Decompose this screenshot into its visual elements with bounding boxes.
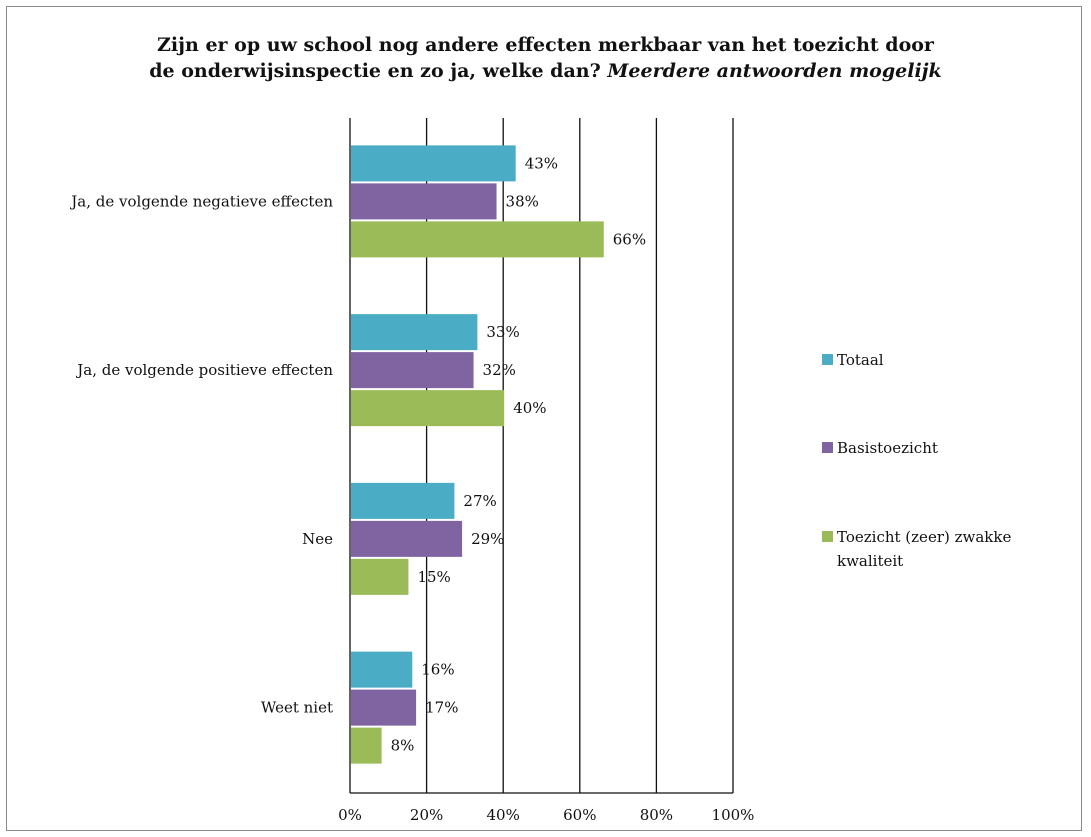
bar-1-1 (351, 352, 474, 389)
legend-label-1: Basistoezicht (837, 439, 938, 457)
bar-0-2 (351, 221, 604, 258)
data-label-1-0: 33% (486, 323, 519, 341)
chart-title-line-1: Zijn er op uw school nog andere effecten… (157, 34, 934, 56)
chart-title-line-2-main: de onderwijsinspectie en zo ja, welke da… (149, 60, 601, 82)
x-tick-label-1: 20% (410, 806, 443, 824)
chart-title-subtitle: Meerdere antwoorden mogelijk (607, 60, 942, 82)
x-tick-label-3: 60% (563, 806, 596, 824)
data-label-0-1: 38% (506, 192, 539, 210)
category-label-2: Nee (302, 530, 333, 548)
data-label-2-1: 29% (471, 530, 504, 548)
category-label-1: Ja, de volgende positieve effecten (75, 361, 333, 379)
data-label-2-0: 27% (463, 492, 496, 510)
data-label-2-2: 15% (417, 568, 450, 586)
chart-title-line-2: de onderwijsinspectie en zo ja, welke da… (0, 58, 1091, 84)
bar-2-2 (351, 558, 409, 595)
bar-0-0 (351, 145, 516, 182)
bar-0-1 (351, 183, 497, 220)
chart-frame (6, 6, 1082, 831)
data-label-3-0: 16% (421, 661, 454, 679)
bar-3-1 (351, 689, 417, 726)
x-tick-label-0: 0% (338, 806, 362, 824)
category-label-0: Ja, de volgende negatieve effecten (69, 192, 333, 210)
legend-label-0: Totaal (837, 351, 884, 369)
bar-1-2 (351, 390, 505, 427)
data-label-3-1: 17% (425, 699, 458, 717)
x-tick-label-4: 80% (640, 806, 673, 824)
x-tick-label-2: 40% (487, 806, 520, 824)
bar-1-0 (351, 314, 478, 351)
legend-swatch-0 (822, 354, 833, 365)
bar-2-1 (351, 520, 463, 557)
legend-label-2-line-1: kwaliteit (837, 552, 903, 570)
bar-3-0 (351, 651, 413, 688)
data-label-1-1: 32% (483, 361, 516, 379)
chart-title: Zijn er op uw school nog andere effecten… (0, 32, 1091, 84)
data-label-0-0: 43% (525, 154, 558, 172)
legend-label-2-line-0: Toezicht (zeer) zwakke (837, 528, 1011, 546)
data-label-1-2: 40% (513, 399, 546, 417)
x-tick-label-5: 100% (712, 806, 755, 824)
bar-3-2 (351, 727, 382, 764)
category-label-3: Weet niet (261, 699, 333, 717)
data-label-0-2: 66% (613, 230, 646, 248)
data-label-3-2: 8% (391, 737, 415, 755)
legend-swatch-1 (822, 442, 833, 453)
bar-2-0 (351, 482, 455, 519)
legend-swatch-2 (822, 531, 833, 542)
